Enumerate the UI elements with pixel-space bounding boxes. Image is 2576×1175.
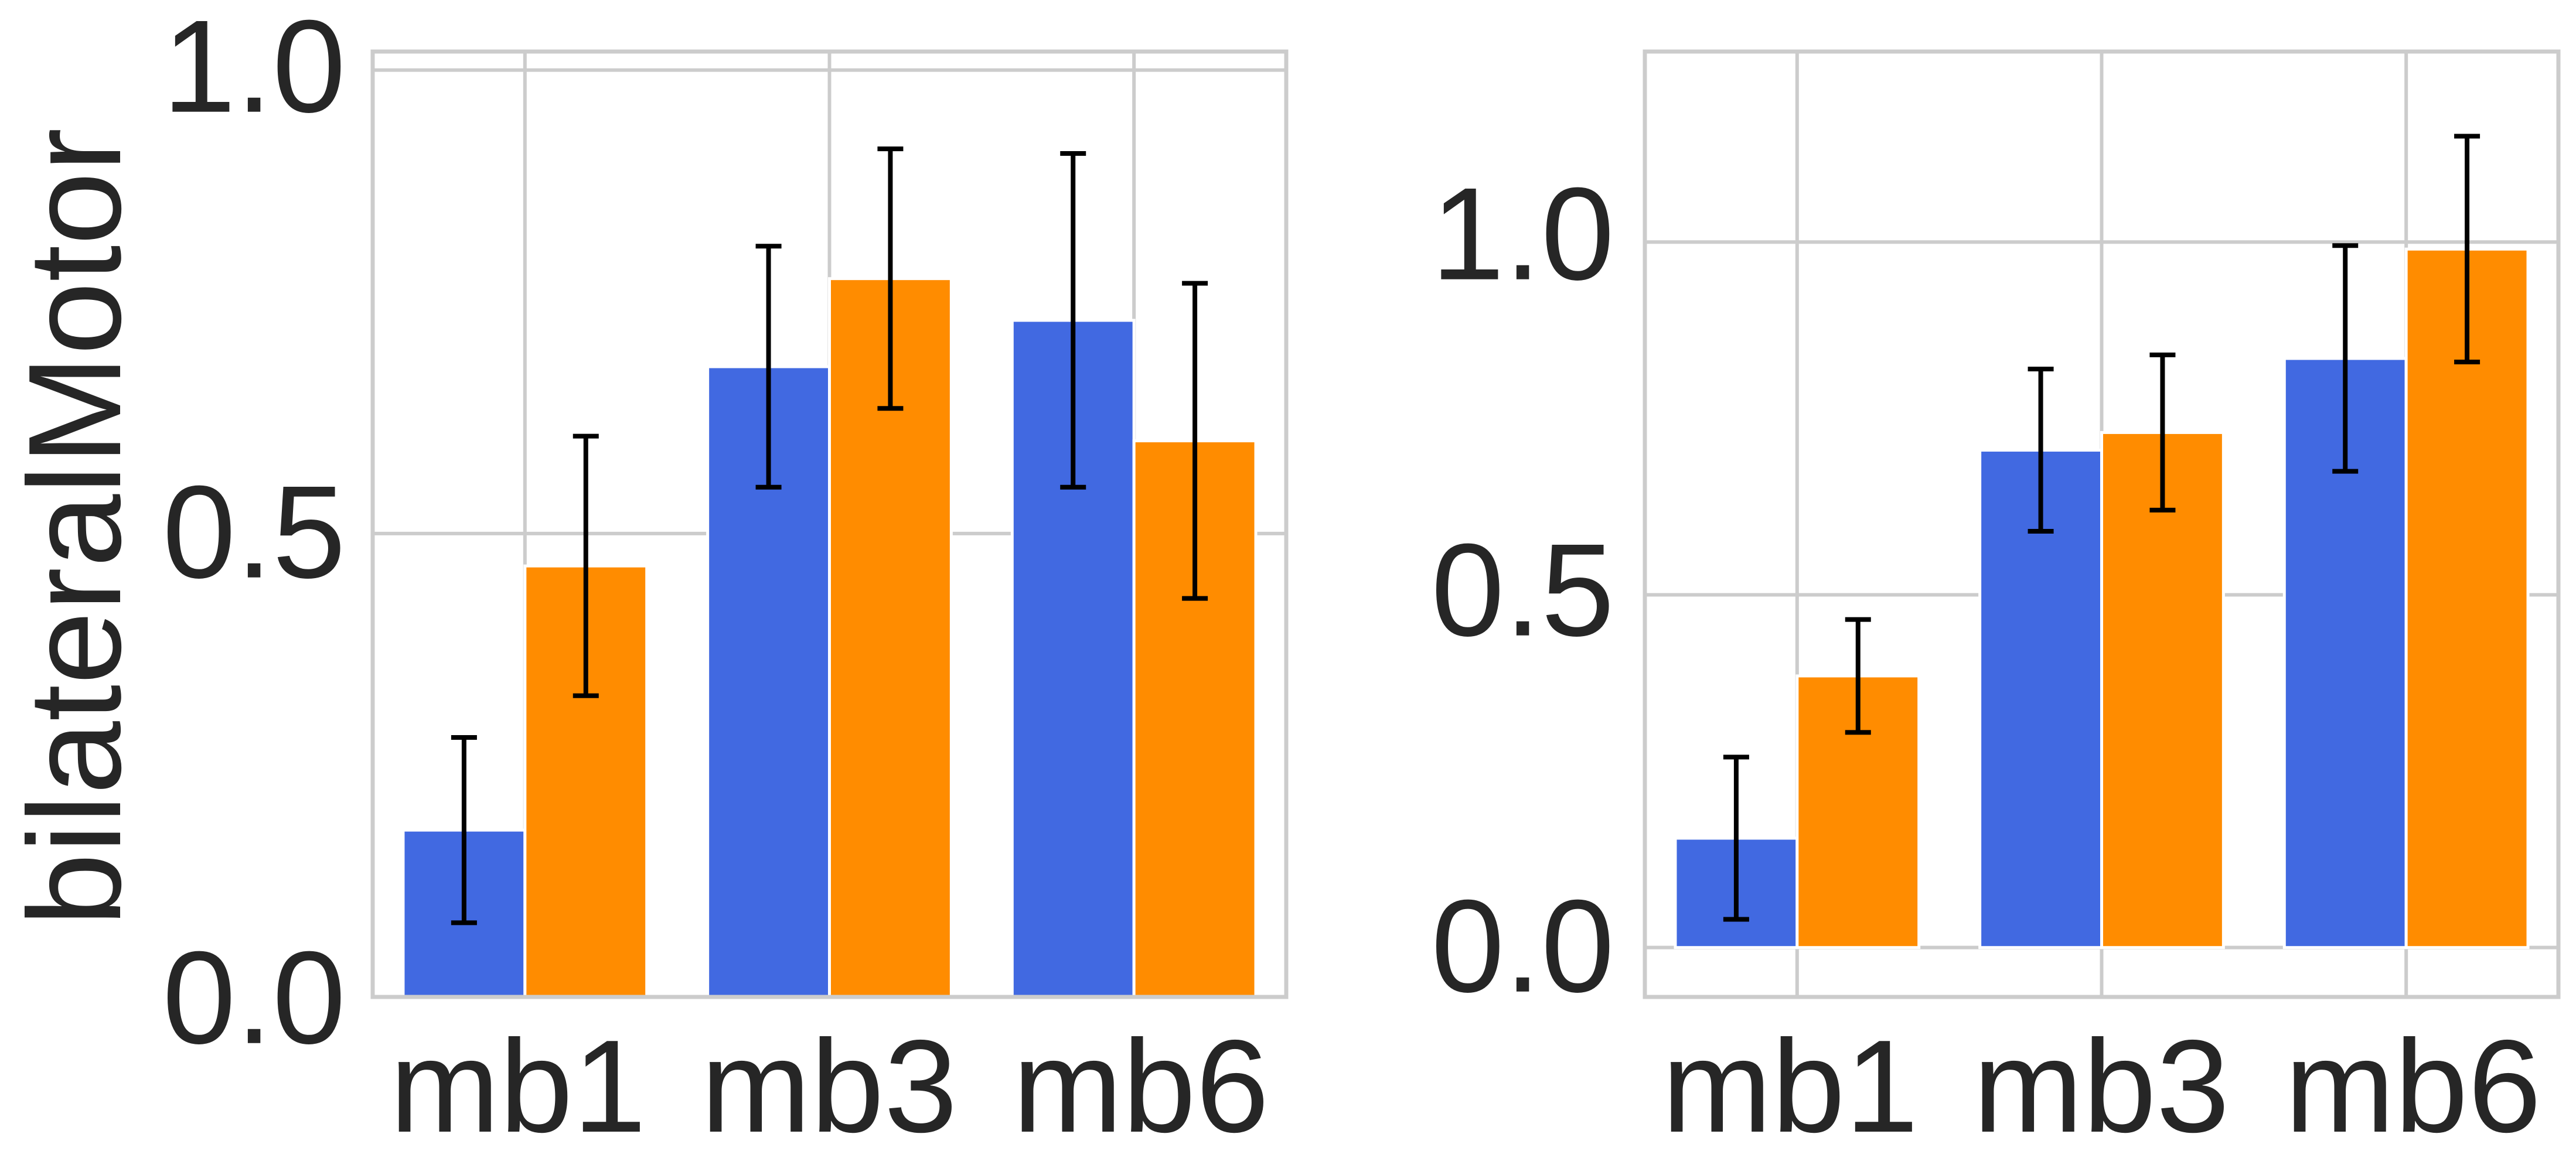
- right-plot-frame: [1643, 49, 2561, 999]
- left-xtick-1: mb3: [701, 1012, 958, 1160]
- right-errorbar-mb6-s2: [2454, 134, 2480, 364]
- left-bars: [401, 277, 1258, 999]
- right-xtick-0: mb1: [1662, 1012, 1919, 1160]
- left-errorbar-mb1-s2: [573, 433, 599, 698]
- left-errorbar-mb3-s2: [877, 146, 904, 411]
- right-error-bars: [1723, 134, 2480, 922]
- left-errorbar-mb6-s1: [1060, 151, 1086, 490]
- left-panel: 0.0 0.5 1.0 mb1 mb3 mb6 bilateralMotor: [1, 0, 1289, 1160]
- left-plot-frame: [370, 49, 1289, 999]
- left-errorbar-mb3-s1: [755, 244, 782, 490]
- right-errorbar-mb3-s2: [2149, 352, 2176, 513]
- left-ytick-1: 0.5: [162, 458, 346, 606]
- right-ytick-1: 0.5: [1431, 516, 1614, 664]
- right-ytick-0: 0.0: [1431, 872, 1614, 1020]
- left-ytick-0: 0.0: [162, 924, 346, 1071]
- left-ytick-2: 1.0: [162, 0, 346, 140]
- left-errorbar-mb6-s2: [1182, 281, 1208, 601]
- right-bar-mb3-s2: [2100, 431, 2225, 949]
- left-xtick-0: mb1: [390, 1012, 646, 1160]
- left-error-bars: [451, 146, 1208, 925]
- right-xtick-2: mb6: [2285, 1012, 2541, 1160]
- right-bars: [1674, 247, 2530, 949]
- left-y-axis-label: bilateralMotor: [1, 128, 148, 926]
- right-errorbar-mb3-s1: [2028, 367, 2054, 534]
- right-bar-mb6-s2: [2404, 247, 2530, 949]
- left-xtick-2: mb6: [1013, 1012, 1269, 1160]
- right-errorbar-mb6-s1: [2332, 243, 2359, 474]
- right-panel: 0.0 0.5 1.0 mb1 mb3 mb6: [1431, 49, 2561, 1160]
- left-errorbar-mb1-s1: [451, 735, 477, 925]
- right-xtick-1: mb3: [1973, 1012, 2230, 1160]
- right-errorbar-mb1-s1: [1723, 754, 1749, 922]
- right-ytick-2: 1.0: [1431, 160, 1614, 308]
- right-errorbar-mb1-s2: [1845, 617, 1871, 735]
